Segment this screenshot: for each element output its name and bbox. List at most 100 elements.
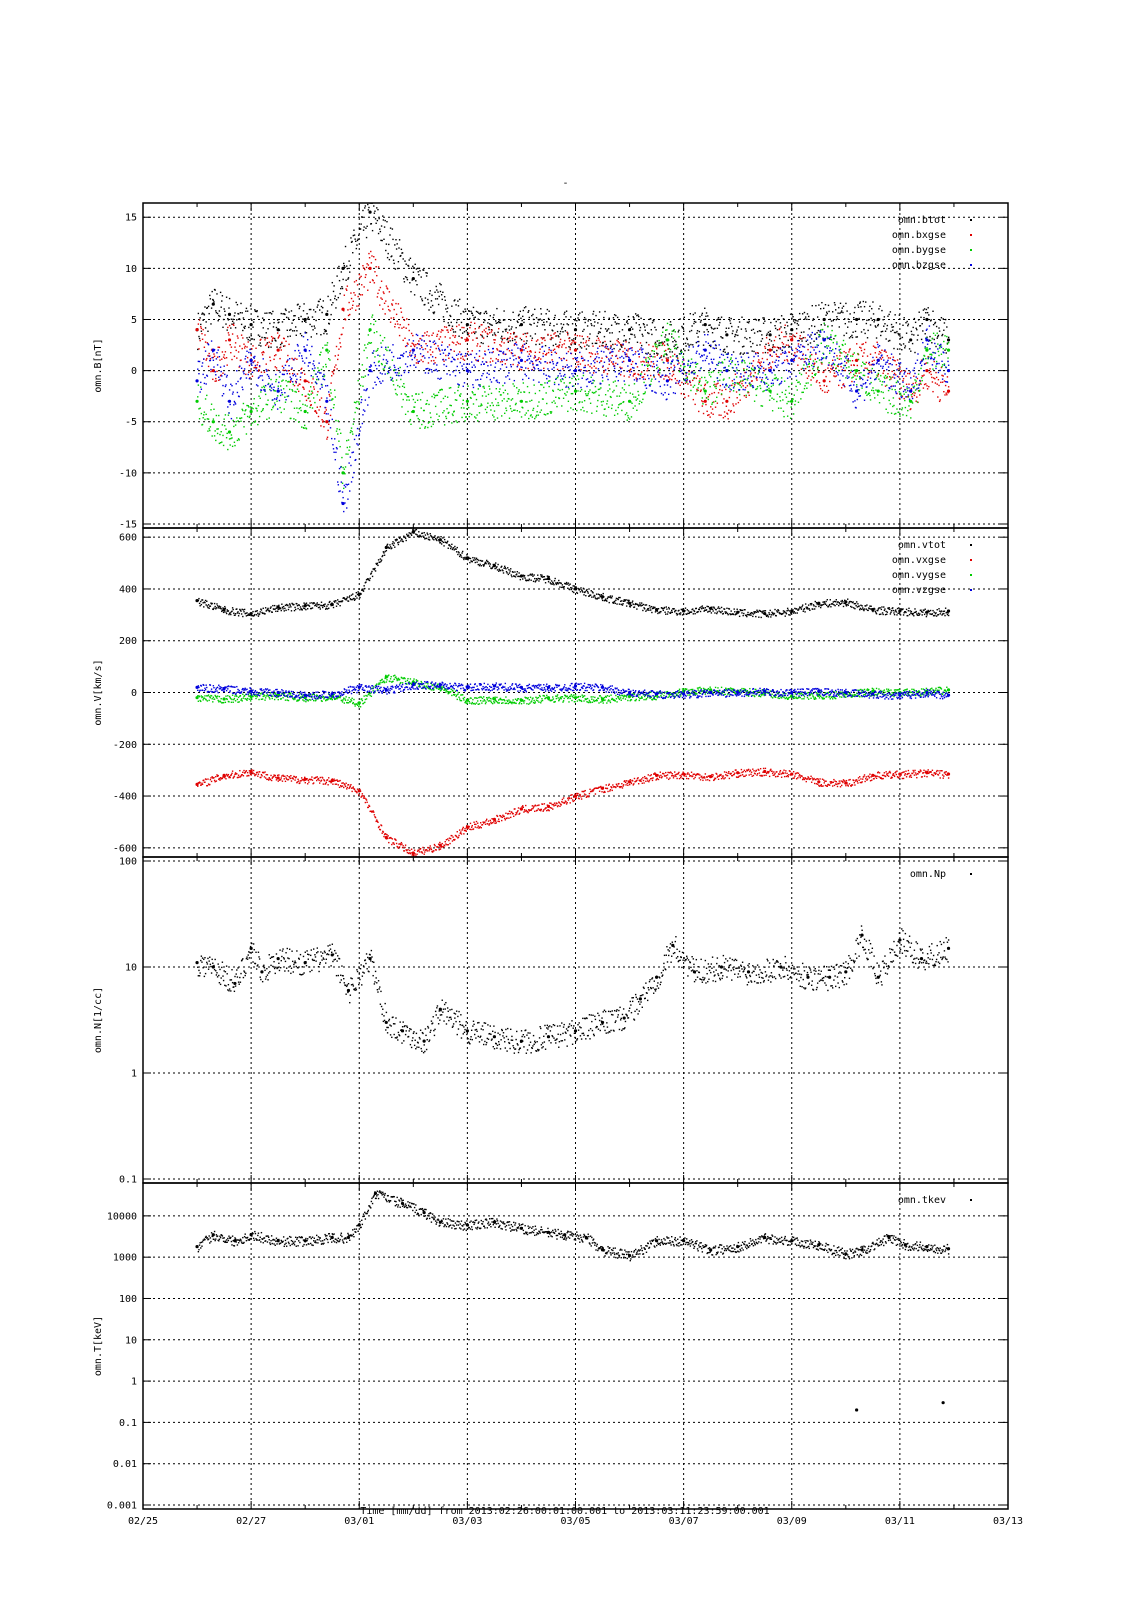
data-point: [842, 383, 845, 385]
data-point: [205, 321, 207, 323]
data-point: [657, 373, 660, 375]
data-point: [209, 294, 211, 297]
data-point: [622, 340, 625, 342]
data-point: [864, 367, 866, 369]
data-point: [639, 377, 641, 380]
data-point: [928, 372, 931, 374]
data-point: [322, 375, 324, 378]
data-point: [461, 365, 463, 367]
data-point: [761, 377, 764, 379]
data-point: [734, 384, 736, 386]
data-point: [267, 382, 270, 385]
data-point: [299, 400, 301, 402]
data-point: [414, 354, 416, 356]
data-point: [632, 375, 634, 377]
data-point: [431, 371, 433, 373]
data-point: [892, 356, 895, 358]
data-point: [705, 312, 708, 314]
data-point: [666, 384, 669, 386]
data-point: [206, 374, 208, 377]
data-point: [357, 238, 359, 240]
data-point: [669, 372, 671, 375]
data-point: [912, 326, 914, 329]
data-point: [243, 373, 245, 375]
series-omn.btot: [195, 203, 951, 359]
data-point: [403, 352, 405, 355]
data-point: [810, 353, 813, 356]
data-point: [242, 409, 244, 412]
data-point: [733, 411, 735, 414]
data-point: [525, 335, 528, 338]
data-point: [374, 210, 376, 212]
data-point: [356, 305, 358, 307]
data-point: [415, 343, 417, 346]
data-point: [221, 395, 224, 397]
data-point: [306, 412, 309, 414]
data-point: [254, 355, 256, 358]
data-point: [449, 329, 452, 331]
data-point: [839, 351, 841, 353]
data-point: [511, 326, 513, 328]
data-point: [677, 359, 680, 362]
data-point: [769, 395, 771, 397]
data-point: [659, 369, 661, 371]
data-point: [202, 417, 204, 419]
data-point: [427, 298, 429, 301]
data-point: [702, 412, 705, 415]
data-point: [785, 331, 787, 333]
data-point: [582, 330, 584, 332]
data-point: [689, 381, 691, 383]
data-point: [395, 239, 397, 241]
data-point: [496, 348, 498, 350]
data-point: [543, 373, 545, 375]
data-point: [715, 344, 717, 347]
data-point: [679, 367, 681, 370]
data-point: [323, 373, 325, 376]
data-point: [743, 360, 746, 362]
data-point: [303, 303, 305, 305]
data-point: [700, 384, 702, 387]
data-point: [574, 391, 577, 393]
data-point: [798, 357, 800, 359]
data-point: [589, 372, 591, 374]
data-point: [862, 374, 865, 377]
data-point: [360, 223, 362, 225]
data-point: [490, 392, 493, 395]
data-point: [276, 408, 279, 410]
data-point: [737, 383, 740, 385]
data-point: [893, 359, 895, 362]
data-point: [705, 341, 707, 343]
data-point: [628, 376, 630, 378]
data-point: [285, 370, 288, 372]
data-point: [777, 378, 779, 380]
data-point: [715, 385, 717, 387]
data-point: [761, 357, 764, 360]
data-point: [635, 377, 637, 379]
data-point: [904, 345, 907, 347]
data-point: [749, 370, 752, 372]
data-point: [389, 227, 392, 229]
data-point: [656, 354, 658, 356]
data-point: [508, 350, 511, 352]
data-point: [720, 370, 722, 372]
data-point: [332, 373, 335, 375]
data-point: [509, 336, 511, 338]
data-point: [466, 408, 468, 410]
data-point: [355, 279, 358, 282]
data-point: [607, 348, 610, 351]
data-point: [892, 326, 895, 328]
data-point: [407, 395, 410, 398]
data-point: [436, 370, 439, 372]
data-point: [742, 388, 744, 391]
data-point: [517, 392, 519, 395]
data-point: [246, 361, 249, 363]
data-point: [625, 391, 627, 394]
data-point: [637, 390, 639, 393]
data-point: [545, 354, 547, 356]
data-point: [327, 295, 329, 298]
data-point: [504, 382, 506, 384]
data-point: [312, 363, 314, 365]
data-point: [576, 319, 578, 322]
data-point: [212, 298, 214, 301]
data-point: [677, 357, 679, 359]
